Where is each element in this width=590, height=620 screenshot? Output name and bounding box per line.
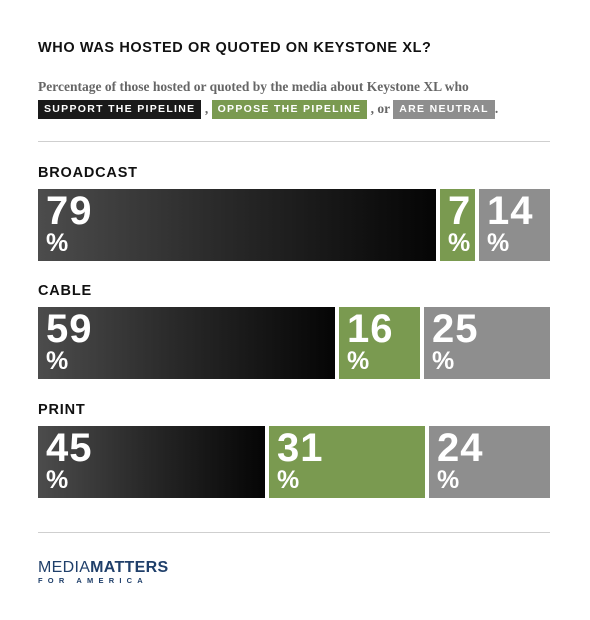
bar-value-label: 79 bbox=[46, 189, 93, 233]
bar-value-label: 59 bbox=[46, 307, 93, 351]
bar-group: 45% 31% 24% bbox=[38, 426, 550, 498]
bar-neutral: 14% bbox=[479, 189, 550, 261]
bar-unit-label: % bbox=[347, 347, 370, 375]
bar-value-label: 24 bbox=[437, 426, 484, 470]
bar-oppose: 31% bbox=[269, 426, 425, 498]
category-label: BROADCAST bbox=[38, 165, 138, 181]
bar-value-label: 25 bbox=[432, 307, 479, 351]
bar-unit-label: % bbox=[46, 347, 69, 375]
bar-support: 45% bbox=[38, 426, 265, 498]
divider-top bbox=[38, 141, 550, 142]
subtitle-end: . bbox=[494, 101, 499, 116]
media-matters-logo: MEDIAMATTERS FOR AMERICA bbox=[38, 560, 168, 586]
legend-oppose: OPPOSE THE PIPELINE bbox=[211, 100, 368, 119]
category-label: CABLE bbox=[38, 283, 92, 299]
subtitle-sep-2: , or bbox=[370, 101, 390, 116]
subtitle-text: Percentage of those hosted or quoted by … bbox=[38, 79, 469, 94]
logo-media: MEDIA bbox=[38, 559, 91, 576]
bar-group: 79% 7% 14% bbox=[38, 189, 550, 261]
bar-value-label: 45 bbox=[46, 426, 93, 470]
bar-neutral: 25% bbox=[424, 307, 550, 379]
chart-subtitle: Percentage of those hosted or quoted by … bbox=[38, 76, 558, 120]
bar-support: 59% bbox=[38, 307, 335, 379]
chart-title: WHO WAS HOSTED OR QUOTED ON KEYSTONE XL? bbox=[38, 40, 432, 56]
bar-neutral: 24% bbox=[429, 426, 550, 498]
bar-unit-label: % bbox=[487, 229, 510, 257]
bar-value-label: 7 bbox=[448, 189, 472, 233]
legend-neutral: ARE NEUTRAL bbox=[393, 100, 495, 119]
bar-unit-label: % bbox=[432, 347, 455, 375]
bar-unit-label: % bbox=[46, 229, 69, 257]
bar-unit-label: % bbox=[448, 229, 471, 257]
bar-group: 59% 16% 25% bbox=[38, 307, 550, 379]
category-label: PRINT bbox=[38, 402, 86, 418]
bar-oppose: 16% bbox=[339, 307, 420, 379]
bar-support: 79% bbox=[38, 189, 436, 261]
bar-value-label: 14 bbox=[487, 189, 534, 233]
bar-unit-label: % bbox=[437, 466, 460, 494]
bar-oppose: 7% bbox=[440, 189, 475, 261]
logo-matters: MATTERS bbox=[90, 559, 169, 576]
bar-unit-label: % bbox=[46, 466, 69, 494]
bar-value-label: 31 bbox=[277, 426, 324, 470]
divider-bottom bbox=[38, 532, 550, 533]
bar-value-label: 16 bbox=[347, 307, 394, 351]
legend-support: SUPPORT THE PIPELINE bbox=[38, 100, 202, 119]
logo-for-america: FOR AMERICA bbox=[38, 576, 148, 585]
bar-unit-label: % bbox=[277, 466, 300, 494]
subtitle-sep-1: , bbox=[204, 101, 209, 116]
